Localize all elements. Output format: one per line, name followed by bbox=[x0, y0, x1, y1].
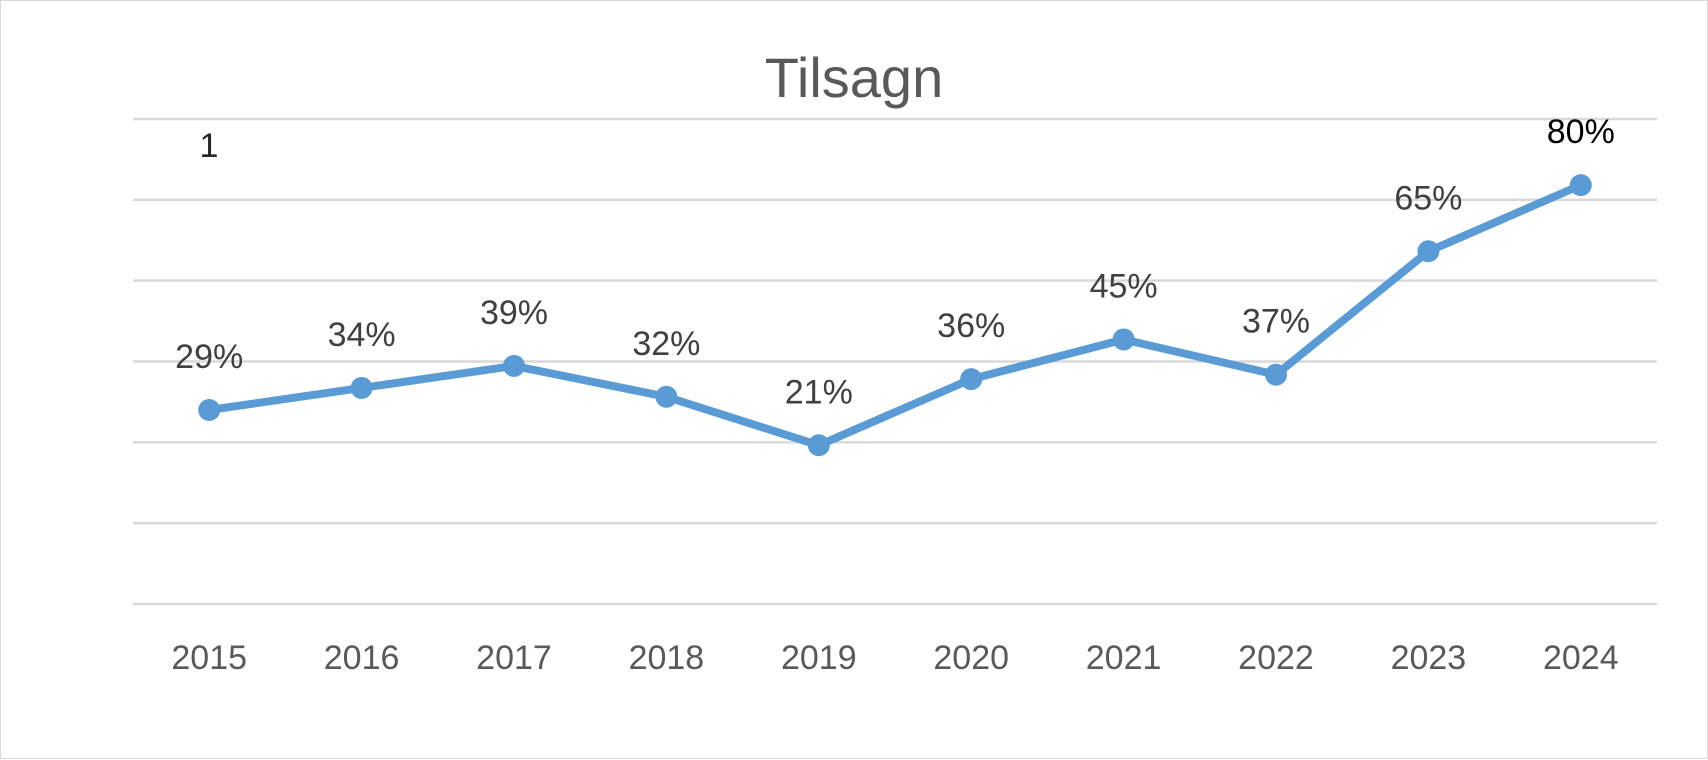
data-point bbox=[807, 434, 830, 457]
series bbox=[198, 174, 1592, 457]
data-point bbox=[1417, 240, 1440, 263]
data-point bbox=[960, 368, 983, 391]
data-point bbox=[503, 354, 525, 377]
data-point bbox=[1569, 174, 1592, 197]
x-tick-label: 2019 bbox=[781, 639, 857, 677]
data-labels: 29% 34% 39% 32% 21% 36% 45% 37% 65% 80% bbox=[175, 113, 1615, 411]
x-axis-ticks: 2015 2016 2017 2018 2019 2020 2021 2022 2023 2024 bbox=[171, 639, 1618, 677]
x-tick-label: 2022 bbox=[1238, 639, 1314, 677]
x-tick-label: 2018 bbox=[629, 639, 705, 677]
data-point bbox=[1112, 328, 1135, 351]
x-tick-label: 2017 bbox=[476, 639, 552, 677]
data-label: 21% bbox=[785, 373, 853, 411]
data-point bbox=[350, 376, 373, 399]
data-label: 37% bbox=[1242, 303, 1310, 341]
x-tick-label: 2021 bbox=[1086, 639, 1162, 677]
x-tick-label: 2015 bbox=[171, 639, 247, 677]
data-label: 39% bbox=[480, 294, 548, 332]
data-label: 80% bbox=[1547, 113, 1615, 151]
data-label: 45% bbox=[1090, 267, 1158, 305]
series-line bbox=[205, 181, 1585, 450]
x-tick-label: 2024 bbox=[1543, 639, 1619, 677]
data-point bbox=[198, 399, 221, 421]
gridlines bbox=[133, 117, 1657, 606]
data-label: 29% bbox=[175, 338, 243, 376]
x-tick-label: 2020 bbox=[933, 639, 1009, 677]
data-point bbox=[655, 385, 678, 408]
data-label: 34% bbox=[328, 316, 396, 354]
data-point bbox=[1265, 363, 1287, 386]
x-tick-label: 2016 bbox=[324, 639, 400, 677]
data-label: 65% bbox=[1394, 179, 1462, 217]
chart-title: Tilsagn bbox=[765, 46, 943, 109]
chart-annotation: 1 bbox=[200, 127, 219, 165]
data-label: 32% bbox=[632, 325, 700, 363]
data-label: 36% bbox=[937, 307, 1005, 345]
x-tick-label: 2023 bbox=[1391, 639, 1467, 677]
